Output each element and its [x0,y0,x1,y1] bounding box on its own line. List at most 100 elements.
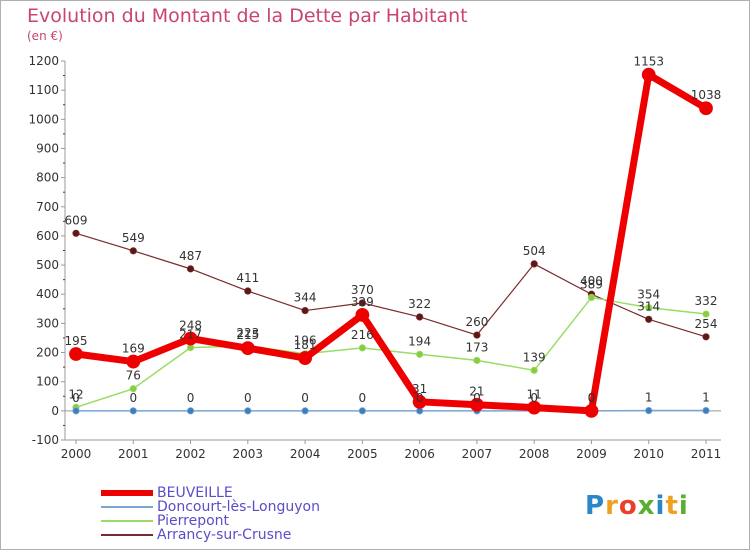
legend-label: Pierrepont [157,513,230,529]
data-label-beuveille: 31 [412,382,427,396]
data-label-arrancy-sur-crusne: 314 [637,299,660,313]
data-label-doncourt-l-s-longuyon: 0 [187,391,195,405]
data-point-doncourt-l-s-longuyon [301,407,309,415]
data-point-pierrepont [587,293,596,302]
data-point-arrancy-sur-crusne [473,331,481,339]
data-label-pierrepont: 217 [179,328,202,342]
y-tick-label: 300 [36,316,59,330]
data-point-beuveille [126,354,141,369]
data-label-pierrepont: 139 [523,350,546,364]
y-tick-label: -100 [32,433,59,447]
data-point-beuveille [470,397,484,412]
data-point-arrancy-sur-crusne [416,313,424,321]
legend-swatch [101,490,153,496]
logo-letter: i [678,491,689,521]
data-label-beuveille: 248 [179,319,202,333]
x-tick-label: 2001 [118,447,149,461]
legend-swatch [101,520,153,522]
series-lines [69,67,713,418]
data-point-arrancy-sur-crusne [244,287,252,295]
data-point-arrancy-sur-crusne [530,260,538,268]
x-tick-label: 2003 [233,447,264,461]
data-label-pierrepont: 12 [68,387,83,401]
y-tick-label: 200 [36,346,59,360]
data-point-pierrepont [473,356,481,365]
data-label-doncourt-l-s-longuyon: 0 [129,391,137,405]
legend-item: Doncourt-lès-Longuyon [101,499,320,515]
legend-label: BEUVEILLE [157,485,233,501]
data-label-pierrepont: 173 [465,340,488,354]
y-tick-label: 700 [36,200,59,214]
data-label-doncourt-l-s-longuyon: 0 [473,391,481,405]
logo-letter: x [637,491,656,521]
data-point-beuveille [240,341,255,356]
data-point-beuveille [584,403,599,418]
data-label-doncourt-l-s-longuyon: 0 [359,391,367,405]
data-point-doncourt-l-s-longuyon [129,407,137,415]
data-point-pierrepont [645,304,653,312]
data-point-doncourt-l-s-longuyon [645,406,653,415]
data-point-beuveille [183,331,198,346]
logo-letter: o [618,491,638,521]
data-point-arrancy-sur-crusne [186,265,195,273]
series-line-beuveille [75,71,708,415]
legend-label: Arrancy-sur-Crusne [157,527,292,543]
x-tick-label: 2009 [576,447,607,461]
y-tick-label: 400 [36,287,59,301]
data-label-arrancy-sur-crusne: 254 [695,317,718,331]
y-tick-label: 100 [36,375,59,389]
data-label-doncourt-l-s-longuyon: 0 [530,391,538,405]
data-label-arrancy-sur-crusne: 487 [179,249,202,263]
data-point-pierrepont [129,385,137,393]
data-point-doncourt-l-s-longuyon [702,406,710,415]
y-tick-label: 900 [36,141,59,155]
data-label-pierrepont: 223 [236,326,259,340]
y-tick-label: 1000 [28,112,59,126]
data-point-arrancy-sur-crusne [129,247,137,255]
x-tick-label: 2004 [290,447,321,461]
data-label-pierrepont: 389 [580,277,603,291]
data-label-doncourt-l-s-longuyon: 0 [244,391,252,405]
data-label-arrancy-sur-crusne: 260 [465,315,488,329]
y-tick-label: 1200 [28,54,59,68]
data-label-arrancy-sur-crusne: 344 [294,291,317,305]
data-point-arrancy-sur-crusne [645,315,653,323]
data-point-beuveille [298,351,312,365]
data-label-pierrepont: 216 [351,328,374,342]
data-label-arrancy-sur-crusne: 504 [523,244,546,258]
data-label-pierrepont: 76 [126,369,141,383]
data-label-arrancy-sur-crusne: 411 [236,271,259,285]
data-label-arrancy-sur-crusne: 549 [122,231,145,245]
data-label-beuveille: 1153 [633,55,664,69]
data-label-pierrepont: 332 [695,294,718,308]
x-tick-label: 2007 [462,447,493,461]
data-label-pierrepont: 194 [408,334,431,348]
data-point-arrancy-sur-crusne [72,229,80,237]
data-label-arrancy-sur-crusne: 400 [580,274,603,288]
data-point-pierrepont [358,344,366,352]
data-point-doncourt-l-s-longuyon [186,407,195,415]
x-tick-label: 2011 [691,447,722,461]
data-point-pierrepont [702,310,710,318]
data-label-beuveille: 1038 [691,88,722,102]
y-tick-label: 0 [51,404,59,418]
legend-item: Pierrepont [101,513,229,529]
data-label-doncourt-l-s-longuyon: 1 [702,391,710,405]
x-tick-label: 2008 [519,447,550,461]
data-label-beuveille: 329 [351,295,374,309]
y-tick-label: 600 [36,229,59,243]
data-point-pierrepont [530,366,538,374]
unit-label: (en €) [27,29,63,43]
data-point-beuveille [527,400,542,415]
data-label-beuveille: 169 [122,342,145,356]
data-point-doncourt-l-s-longuyon [244,407,252,415]
proxiti-logo: Proxiti [585,491,689,521]
data-point-beuveille [355,308,370,322]
logo-letter: P [585,491,606,521]
data-label-doncourt-l-s-longuyon: 0 [588,391,596,405]
logo-letter: r [605,491,619,521]
data-label-beuveille: 11 [527,388,542,402]
y-tick-label: 1100 [28,83,59,97]
